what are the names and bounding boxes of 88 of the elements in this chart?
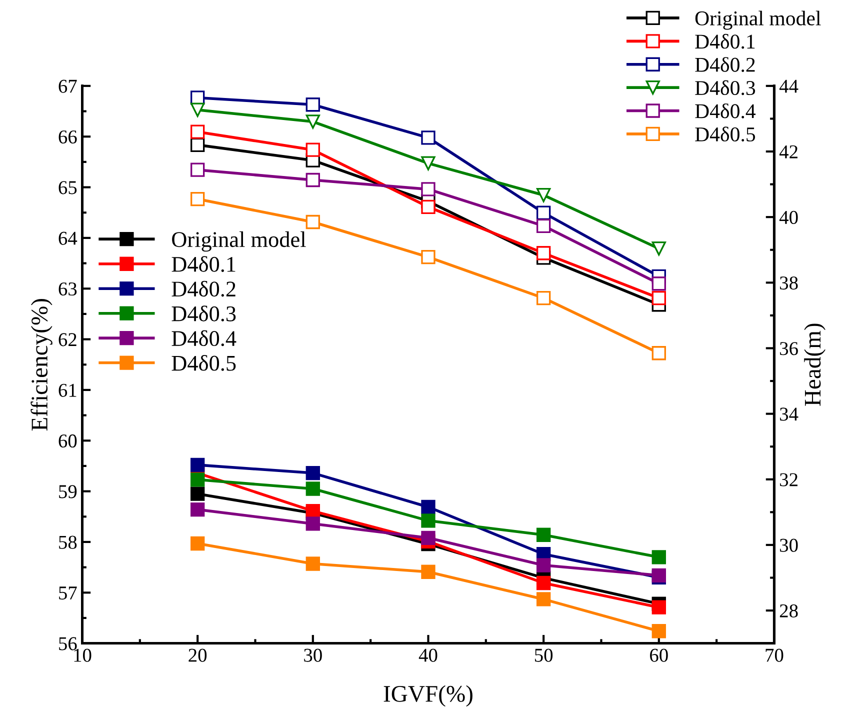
x-tick-label: 60 (650, 648, 668, 662)
point (536, 188, 551, 202)
legend-label: D4δ0.4 (172, 330, 236, 346)
legend-label: D4δ0.1 (695, 34, 755, 49)
legend-label: D4δ0.5 (695, 126, 756, 142)
y2-tick-label: 36 (780, 342, 798, 356)
point (306, 516, 320, 531)
y2-tick-label: 30 (780, 538, 798, 552)
point (306, 172, 320, 188)
point (652, 568, 666, 582)
point (652, 241, 666, 256)
point (536, 592, 551, 606)
point (536, 218, 551, 234)
point (652, 290, 666, 306)
y-axis-title: Efficiency(%) (30, 298, 52, 431)
legend-label: D4δ0.2 (695, 57, 755, 72)
y-tick-label: 56 (59, 637, 77, 650)
y-tick-label: 61 (58, 384, 76, 397)
point (190, 536, 205, 551)
point (306, 114, 320, 129)
point (306, 466, 320, 480)
x-tick-label: 40 (418, 648, 438, 662)
y-tick-label: 59 (59, 485, 77, 498)
y-tick-label: 58 (59, 536, 77, 549)
y-tick-label: 57 (59, 586, 77, 600)
point (421, 130, 436, 145)
point (421, 500, 436, 514)
y2-tick-label: 38 (780, 276, 798, 290)
y2-tick-label: 40 (779, 210, 798, 224)
x-tick-label: 10 (74, 648, 92, 662)
legend-label: D4δ0.4 (695, 103, 756, 118)
point (652, 276, 666, 291)
point (306, 482, 320, 496)
point (306, 142, 320, 157)
y-tick-label: 63 (58, 282, 77, 296)
point (190, 102, 205, 117)
point (421, 564, 436, 579)
point (421, 530, 436, 545)
point (421, 250, 436, 264)
point (421, 200, 436, 214)
point (190, 124, 205, 139)
point (306, 98, 320, 112)
point (190, 162, 205, 177)
x-tick-label: 20 (188, 648, 207, 662)
point (306, 556, 320, 571)
legend-label: D4δ0.3 (695, 80, 756, 96)
point (421, 182, 436, 196)
y2-tick-label: 42 (779, 145, 798, 158)
y-tick-label: 67 (58, 80, 77, 93)
point (652, 624, 666, 638)
y2-tick-label: 34 (780, 408, 798, 421)
point (536, 246, 551, 260)
point (190, 138, 205, 152)
point (190, 472, 205, 487)
y-tick-label: 60 (58, 434, 77, 448)
legend-label: D4δ0.5 (172, 355, 236, 371)
legend-label: D4δ0.1 (172, 256, 236, 272)
point (536, 558, 551, 572)
y-tick-label: 66 (58, 130, 77, 144)
point (306, 214, 320, 230)
point (536, 576, 551, 590)
x-tick-label: 30 (304, 648, 322, 662)
legend-label: D4δ0.2 (172, 280, 236, 297)
y2-tick-label: 32 (780, 473, 798, 486)
point (421, 156, 436, 170)
point (190, 502, 205, 517)
y2-tick-label: 28 (780, 604, 798, 618)
y2-tick-label: 44 (779, 80, 798, 93)
legend-label: Original model (172, 231, 306, 252)
x-tick-label: 50 (534, 648, 553, 662)
point (421, 514, 436, 528)
x-axis-title: IGVF(%) (384, 685, 472, 707)
point (536, 206, 551, 220)
point (190, 486, 205, 501)
point (652, 600, 666, 614)
point (652, 346, 666, 360)
y-tick-label: 65 (58, 181, 77, 194)
point (652, 550, 666, 564)
y-tick-label: 64 (58, 232, 78, 245)
legend-label: Original model (695, 10, 821, 30)
point (536, 528, 551, 542)
y-tick-label: 62 (58, 333, 76, 346)
legend-label: D4δ0.3 (172, 306, 236, 322)
y2-axis-title: Head(m) (804, 324, 826, 406)
point (190, 458, 205, 472)
point (536, 290, 551, 306)
x-tick-label: 70 (766, 648, 784, 662)
point (190, 192, 205, 206)
